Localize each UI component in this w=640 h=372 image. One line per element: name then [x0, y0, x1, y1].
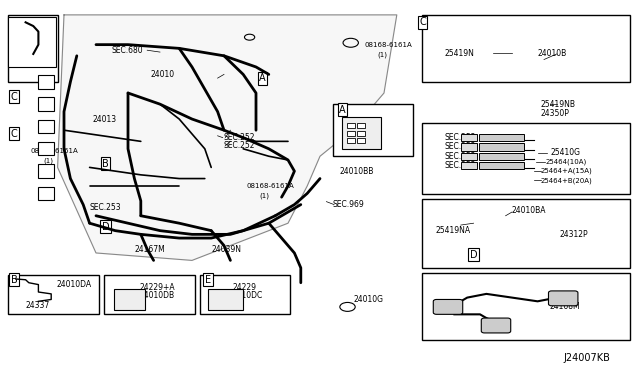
Text: 24236: 24236: [351, 122, 375, 131]
Text: 08168-6161A: 08168-6161A: [31, 148, 79, 154]
Text: 25410G: 25410G: [550, 148, 580, 157]
Text: 24229+A: 24229+A: [140, 283, 175, 292]
Text: 24312P: 24312P: [560, 230, 589, 239]
Text: SEC.252: SEC.252: [445, 161, 476, 170]
Bar: [357, 123, 365, 128]
Text: 25419NB: 25419NB: [541, 100, 576, 109]
Text: (1): (1): [259, 193, 269, 199]
Text: J24007KB: J24007KB: [563, 353, 610, 363]
Text: 25464+A(15A): 25464+A(15A): [541, 168, 593, 174]
Bar: [8, 275, 99, 314]
Bar: [347, 123, 355, 128]
Text: SEC.680: SEC.680: [112, 46, 143, 55]
Text: A: A: [339, 105, 346, 115]
Bar: [357, 131, 365, 136]
Text: 24229: 24229: [232, 283, 256, 292]
Text: 24167M: 24167M: [134, 245, 165, 254]
Text: C: C: [11, 129, 17, 139]
Text: D: D: [102, 222, 109, 232]
FancyBboxPatch shape: [433, 299, 463, 314]
Bar: [8, 17, 56, 67]
Text: B: B: [11, 275, 17, 285]
Bar: [479, 143, 524, 151]
Bar: [422, 123, 630, 194]
Bar: [38, 97, 54, 111]
Text: 24013: 24013: [93, 115, 117, 124]
Polygon shape: [58, 15, 397, 260]
Bar: [461, 153, 477, 160]
Text: 24010DB: 24010DB: [140, 291, 175, 300]
Text: C: C: [419, 17, 426, 27]
Text: SEC.252: SEC.252: [224, 141, 255, 150]
Text: 24010: 24010: [150, 70, 175, 79]
Bar: [479, 134, 524, 141]
Text: 24010B: 24010B: [538, 49, 567, 58]
Bar: [38, 75, 54, 89]
Text: 24039N: 24039N: [211, 245, 241, 254]
Bar: [104, 275, 195, 314]
Bar: [422, 273, 630, 340]
Bar: [461, 162, 477, 169]
Bar: [8, 15, 58, 82]
Text: 25464+B(20A): 25464+B(20A): [541, 177, 593, 184]
Text: SEC.252: SEC.252: [445, 142, 476, 151]
Text: A: A: [259, 73, 266, 83]
Bar: [38, 187, 54, 200]
Text: SEC.252: SEC.252: [224, 133, 255, 142]
Text: 24168M: 24168M: [549, 302, 580, 311]
Bar: [347, 138, 355, 143]
Text: 24010DA: 24010DA: [56, 280, 92, 289]
Bar: [342, 117, 381, 149]
Bar: [114, 289, 145, 310]
Bar: [38, 164, 54, 178]
FancyBboxPatch shape: [548, 291, 578, 306]
Text: 25464(10A): 25464(10A): [545, 158, 586, 165]
Bar: [422, 15, 630, 82]
Bar: [333, 104, 413, 156]
Text: E: E: [205, 275, 211, 285]
FancyBboxPatch shape: [481, 318, 511, 333]
Bar: [461, 143, 477, 151]
Text: 08168-6161A: 08168-6161A: [246, 183, 294, 189]
Text: 24010BB: 24010BB: [339, 167, 374, 176]
Text: 25419N: 25419N: [445, 49, 475, 58]
Text: SEC.253: SEC.253: [90, 203, 121, 212]
Bar: [38, 142, 54, 155]
Text: D: D: [470, 250, 477, 260]
Text: (1): (1): [378, 51, 388, 58]
Text: 24350P: 24350P: [541, 109, 570, 118]
Bar: [422, 199, 630, 268]
Bar: [347, 131, 355, 136]
Bar: [38, 120, 54, 133]
Bar: [200, 275, 290, 314]
Text: C: C: [11, 92, 17, 102]
Text: SEC.252: SEC.252: [445, 152, 476, 161]
Bar: [208, 289, 243, 310]
Text: B: B: [102, 159, 109, 169]
Bar: [479, 153, 524, 160]
Text: 25419NA: 25419NA: [435, 226, 470, 235]
Bar: [461, 134, 477, 141]
Text: D: D: [118, 297, 125, 307]
Text: 24010BA: 24010BA: [512, 206, 547, 215]
Bar: [357, 138, 365, 143]
Text: SEC.252: SEC.252: [445, 133, 476, 142]
Text: 08168-6161A: 08168-6161A: [365, 42, 413, 48]
Bar: [479, 162, 524, 169]
Text: SEC.969: SEC.969: [333, 200, 365, 209]
Text: 24046: 24046: [26, 42, 50, 51]
Text: 24010G: 24010G: [353, 295, 383, 304]
Text: 24337: 24337: [26, 301, 50, 310]
Text: 24010DC: 24010DC: [227, 291, 262, 300]
Text: (1): (1): [44, 157, 54, 164]
